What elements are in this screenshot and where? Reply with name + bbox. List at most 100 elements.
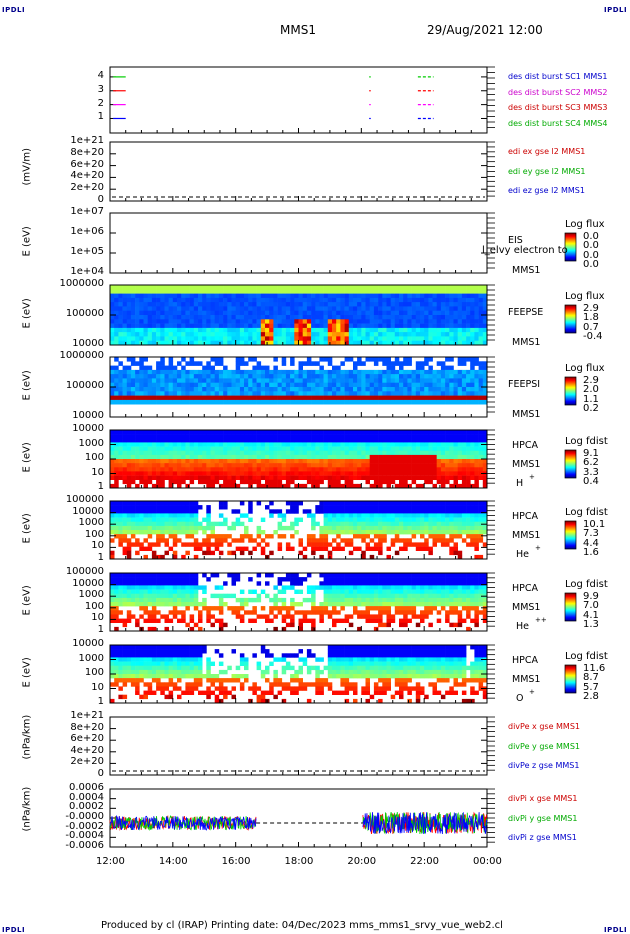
panel-hpca_he2-instrument-label: HPCA xyxy=(512,583,539,594)
panel-edi-legend-0: edi ex gse l2 MMS1 xyxy=(508,147,586,156)
panel-hpca_o-colorbar xyxy=(564,664,577,694)
panel-eis-colorbar-title: Log flux xyxy=(565,219,605,230)
panel-feepse-colorbar-title: Log flux xyxy=(565,291,605,302)
panel-hpca_he1-colorbar-title: Log fdist xyxy=(565,507,608,518)
panel-hpca_o-species-label: O xyxy=(516,693,524,704)
panel-divpi-ytick-label-1: 0.0004 xyxy=(69,791,104,803)
panel-edi-frame xyxy=(109,141,488,202)
panel-divpi-ytick-label-4: -0.0002 xyxy=(65,820,104,832)
panel-hpca_he2-ytick-label-3: 100 xyxy=(84,600,104,612)
panel-burst-ytick-label-1: 3 xyxy=(97,83,104,95)
panel-hpca_he2-ytick-label-1: 10000 xyxy=(72,577,104,589)
panel-hpca_he2-ytick-label-5: 1 xyxy=(97,624,104,635)
panel-divpi-ytick-label-6: -0.0006 xyxy=(65,840,104,851)
panel-hpca_o-ytick-label-3: 10 xyxy=(91,681,104,693)
corner-label-bottom-right: IPDLI xyxy=(604,926,628,934)
panel-divpe-legend-2: divPe z gse MMS1 xyxy=(508,761,580,770)
panel-hpca_he2-colorbar-value-1: 7.0 xyxy=(583,600,599,612)
panel-hpca_he2-colorbar xyxy=(564,592,577,622)
panel-hpca_h-ytick-label-2: 100 xyxy=(84,452,104,463)
x-tick-label-5: 22:00 xyxy=(410,856,439,867)
panel-hpca_he1-ytick-label-4: 10 xyxy=(91,540,104,552)
panel-hpca_he1-spectrogram xyxy=(110,501,488,560)
panel-hpca_o-ylabel: E (eV) xyxy=(21,657,33,688)
panel-hpca_he2-colorbar-title: Log fdist xyxy=(565,579,608,590)
panel-eis-colorbar-value-1: 0.0 xyxy=(583,240,599,252)
panel-hpca_o-colorbar-value-2: 5.7 xyxy=(583,681,599,693)
panel-divpi-ylabel: (nPa/km) xyxy=(21,786,33,832)
panel-feepse-sc-label: MMS1 xyxy=(512,337,541,348)
panel-divpi-legend-1: divPi y gse MMS1 xyxy=(508,813,578,823)
x-tick-label-6: 00:00 xyxy=(473,856,502,867)
panel-hpca_he2-species-label: He xyxy=(516,621,529,632)
panel-hpca_he2-ytick-label-0: 100000 xyxy=(65,566,104,577)
panel-eis-ylabel: E (eV) xyxy=(21,226,33,257)
panel-hpca_he1-colorbar-value-3: 1.6 xyxy=(583,546,599,558)
panel-hpca_he2-colorbar-value-3: 1.3 xyxy=(583,618,599,630)
panel-hpca_o-sc-label: MMS1 xyxy=(512,674,541,685)
panel-hpca_he1-ylabel: E (eV) xyxy=(21,513,33,544)
footer-credits: Produced by cl (IRAP) Printing date: 04/… xyxy=(101,920,503,931)
panel-feepse-colorbar-value-0: 2.9 xyxy=(583,303,599,314)
panel-feepsi-colorbar xyxy=(564,376,577,406)
panel-hpca_he1-instrument-label: HPCA xyxy=(512,511,539,522)
panel-divpe-frame xyxy=(109,716,488,776)
mission-title: MMS1 xyxy=(280,23,316,37)
panel-hpca_o-species-sup: + xyxy=(529,688,535,696)
panel-divpi-traces xyxy=(109,811,488,835)
panel-eis-frame xyxy=(109,212,488,274)
panel-hpca_h-colorbar-value-1: 6.2 xyxy=(583,457,599,469)
panel-hpca_he2-colorbar-value-2: 4.1 xyxy=(583,609,599,621)
panel-feepse-ylabel: E (eV) xyxy=(21,298,33,329)
panel-feepse-colorbar-value-2: 0.7 xyxy=(583,321,599,333)
panel-hpca_h-ytick-label-3: 10 xyxy=(91,466,104,478)
panel-burst-ytick-label-2: 2 xyxy=(97,97,104,109)
panel-edi-ylabel: (mV/m) xyxy=(21,147,33,186)
panel-eis-colorbar xyxy=(564,232,577,262)
panel-burst-legend-3: des dist burst SC4 MMS4 xyxy=(508,118,608,128)
panel-edi-ytick-label-3: 4e+20 xyxy=(70,170,104,182)
corner-label-bottom-left: IPDLI xyxy=(2,926,26,934)
x-tick-label-1: 14:00 xyxy=(158,856,188,867)
panel-burst-legend-2: des dist burst SC3 MMS3 xyxy=(508,103,608,112)
panel-divpe-ytick-label-2: 6e+20 xyxy=(70,733,104,745)
panel-hpca_h-colorbar-value-2: 3.3 xyxy=(583,466,599,478)
panel-feepse-ytick-label-2: 10000 xyxy=(72,338,104,349)
x-tick-label-4: 20:00 xyxy=(347,856,377,867)
panel-edi-ytick-label-4: 2e+20 xyxy=(70,182,104,194)
panel-burst-legend-1: des dist burst SC2 MMS2 xyxy=(508,87,608,97)
panel-feepse-colorbar xyxy=(564,304,577,334)
panel-divpi-legend-2: divPi z gse MMS1 xyxy=(508,833,577,842)
panel-eis-colorbar-value-0: 0.0 xyxy=(583,231,599,242)
panel-edi-ytick-label-0: 1e+21 xyxy=(70,135,104,146)
panel-hpca_o-ytick-label-1: 1000 xyxy=(78,652,104,664)
datetime-title: 29/Aug/2021 12:00 xyxy=(427,23,543,37)
panel-feepsi-sc-label: MMS1 xyxy=(512,409,541,420)
panel-feepse-ytick-label-0: 1000000 xyxy=(59,278,104,289)
panel-eis-ytick-label-0: 1e+07 xyxy=(70,206,104,217)
panel-feepsi-ytick-label-1: 100000 xyxy=(65,380,104,391)
panel-feepsi-colorbar-value-0: 2.9 xyxy=(583,375,599,386)
panel-divpe-ytick-label-1: 8e+20 xyxy=(70,721,104,733)
panel-hpca_he2-species-sup: ++ xyxy=(535,616,547,624)
panel-hpca_h-ytick-label-4: 1 xyxy=(97,481,104,492)
panel-divpi-legend-0: divPi x gse MMS1 xyxy=(508,794,578,803)
panel-hpca_he1-ytick-label-3: 100 xyxy=(84,528,104,540)
panel-hpca_o-colorbar-value-1: 8.7 xyxy=(583,672,599,684)
panel-hpca_o-ytick-label-4: 1 xyxy=(97,696,104,707)
panel-hpca_he2-ylabel: E (eV) xyxy=(21,585,33,616)
panel-hpca_h-spectrogram xyxy=(110,430,488,489)
panel-edi-ytick-label-5: 0 xyxy=(97,194,104,205)
panel-feepse-ytick-label-1: 100000 xyxy=(65,308,104,319)
panel-eis-ytick-label-1: 1e+06 xyxy=(70,226,104,237)
panel-hpca_he1-colorbar-value-1: 7.3 xyxy=(583,528,599,540)
panel-divpi-ytick-label-0: 0.0006 xyxy=(69,782,104,793)
panel-hpca_he2-spectrogram xyxy=(110,573,488,632)
panel-feepse-instrument-label: FEEPSE xyxy=(508,307,544,318)
panel-divpe-ylabel: (nPa/km) xyxy=(21,714,33,760)
panel-hpca_he1-colorbar-value-2: 4.4 xyxy=(583,537,599,549)
panel-hpca_h-colorbar-value-3: 0.4 xyxy=(583,475,599,487)
panel-hpca_he2-sc-label: MMS1 xyxy=(512,602,541,613)
